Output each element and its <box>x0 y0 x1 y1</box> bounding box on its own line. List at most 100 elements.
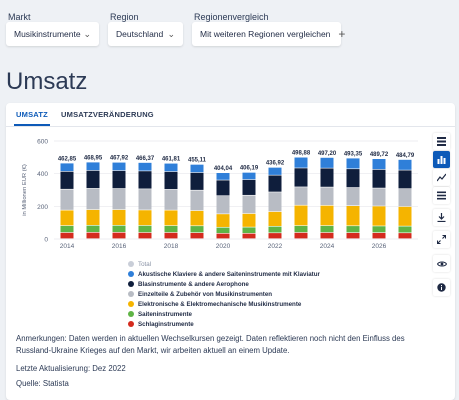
bar-segment <box>372 206 386 226</box>
bar-segment <box>294 168 308 187</box>
active-tab-indicator <box>14 124 50 126</box>
bar-segment <box>138 171 152 189</box>
bar-segment <box>372 188 386 206</box>
data-label: 484,79 <box>396 153 415 159</box>
legend-item[interactable]: Akustische Klaviere & andere Saiteninstr… <box>128 269 320 279</box>
bar-segment <box>216 214 230 227</box>
bar-segment <box>112 209 126 226</box>
plus-icon: + <box>338 27 346 41</box>
data-label: 467,92 <box>110 156 129 162</box>
x-tick-label: 2018 <box>164 243 179 250</box>
bar-segment <box>216 180 230 196</box>
data-label: 468,95 <box>84 155 103 161</box>
bar-segment <box>86 170 100 189</box>
download-icon[interactable] <box>433 209 450 226</box>
bar-segment <box>320 168 334 187</box>
tab-umsatz[interactable]: UMSATZ <box>16 110 48 119</box>
legend-dot <box>128 311 134 317</box>
regionenvergleich-label: Regionenvergleich <box>194 12 269 22</box>
legend-dot <box>128 271 134 277</box>
x-tick-label: 2026 <box>372 243 387 250</box>
bar-segment <box>294 232 308 239</box>
bar-segment <box>164 189 178 210</box>
legend-label: Schlaginstrumente <box>138 320 194 328</box>
bar-segment <box>60 163 74 172</box>
bar-segment <box>346 158 360 169</box>
bar-segment <box>216 227 230 234</box>
markt-select[interactable]: Musikinstrumente ⌄ <box>6 22 99 46</box>
data-label: 436,92 <box>266 161 285 167</box>
page-title: Umsatz <box>6 68 88 95</box>
line-chart-icon[interactable] <box>433 169 450 186</box>
data-label: 493,35 <box>344 151 363 157</box>
data-label: 406,19 <box>240 166 259 172</box>
bar-segment <box>86 225 100 233</box>
bar-chart-icon[interactable] <box>433 151 450 168</box>
bar-segment <box>190 232 204 239</box>
bar-segment <box>190 190 204 211</box>
tab-umsatzveraenderung[interactable]: UMSATZVERÄNDERUNG <box>61 110 154 119</box>
info-icon[interactable] <box>433 279 450 296</box>
bar-segment <box>190 226 204 233</box>
bar-segment <box>268 233 282 239</box>
bar-segment <box>86 162 100 171</box>
expand-icon[interactable] <box>433 231 450 248</box>
legend-dot <box>128 291 134 297</box>
legend-item[interactable]: Einzelteile & Zubehör von Musikinstrumen… <box>128 289 320 299</box>
bar-segment <box>112 225 126 233</box>
legend-item[interactable]: Blasinstrumente & andere Aerophone <box>128 279 320 289</box>
x-tick-label: 2014 <box>60 243 75 250</box>
region-label: Region <box>110 12 139 22</box>
legend-label: Total <box>138 260 152 268</box>
data-label: 404,04 <box>214 166 233 172</box>
list-icon[interactable] <box>433 187 450 204</box>
bar-segment <box>268 167 282 175</box>
bar-segment <box>398 206 412 226</box>
bar-segment <box>242 172 256 180</box>
eye-icon[interactable] <box>433 255 450 272</box>
bar-segment <box>398 233 412 239</box>
bar-segment <box>372 169 386 188</box>
bar-segment <box>294 187 308 205</box>
bar-segment <box>60 171 74 189</box>
data-label: 461,81 <box>162 157 181 163</box>
bar-segment <box>242 227 256 234</box>
y-tick-label: 600 <box>37 139 48 146</box>
y-axis-label: in Millionen EUR (€) <box>22 164 28 216</box>
bar-segment <box>346 232 360 239</box>
legend-item-total[interactable]: Total <box>128 259 320 269</box>
data-label: 462,85 <box>58 156 77 162</box>
bar-segment <box>268 175 282 192</box>
legend-label: Akustische Klaviere & andere Saiteninstr… <box>138 270 320 278</box>
legend-item[interactable]: Schlaginstrumente <box>128 319 320 329</box>
bar-segment <box>190 172 204 190</box>
bar-segment <box>138 162 152 171</box>
bar-segment <box>86 188 100 210</box>
y-tick-label: 0 <box>44 237 48 244</box>
legend-dot <box>128 281 134 287</box>
notes-quelle: Quelle: Statista <box>16 379 69 388</box>
table-icon[interactable] <box>433 133 450 150</box>
legend-label: Blasinstrumente & andere Aerophone <box>138 280 249 288</box>
bar-segment <box>242 213 256 227</box>
bar-segment <box>294 225 308 233</box>
bar-segment <box>138 225 152 233</box>
x-tick-label: 2020 <box>216 243 231 250</box>
bar-segment <box>112 232 126 239</box>
regionenvergleich-button[interactable]: Mit weiteren Regionen vergleichen + <box>192 22 345 46</box>
data-label: 497,20 <box>318 151 337 157</box>
bar-segment <box>138 210 152 226</box>
bar-segment <box>398 159 412 170</box>
region-select[interactable]: Deutschland ⌄ <box>108 22 183 46</box>
bar-segment <box>112 162 126 171</box>
bar-segment <box>86 209 100 226</box>
legend-item[interactable]: Saiteninstrumente <box>128 309 320 319</box>
legend-item[interactable]: Elektronische & Elektromechanische Musik… <box>128 299 320 309</box>
chart-legend: Total Akustische Klaviere & andere Saite… <box>128 259 320 329</box>
markt-select-value: Musikinstrumente <box>14 29 81 39</box>
bar-segment <box>242 233 256 239</box>
legend-label: Saiteninstrumente <box>138 310 192 318</box>
x-tick-label: 2024 <box>320 243 335 250</box>
bar-segment <box>346 226 360 233</box>
bar-segment <box>112 188 126 210</box>
